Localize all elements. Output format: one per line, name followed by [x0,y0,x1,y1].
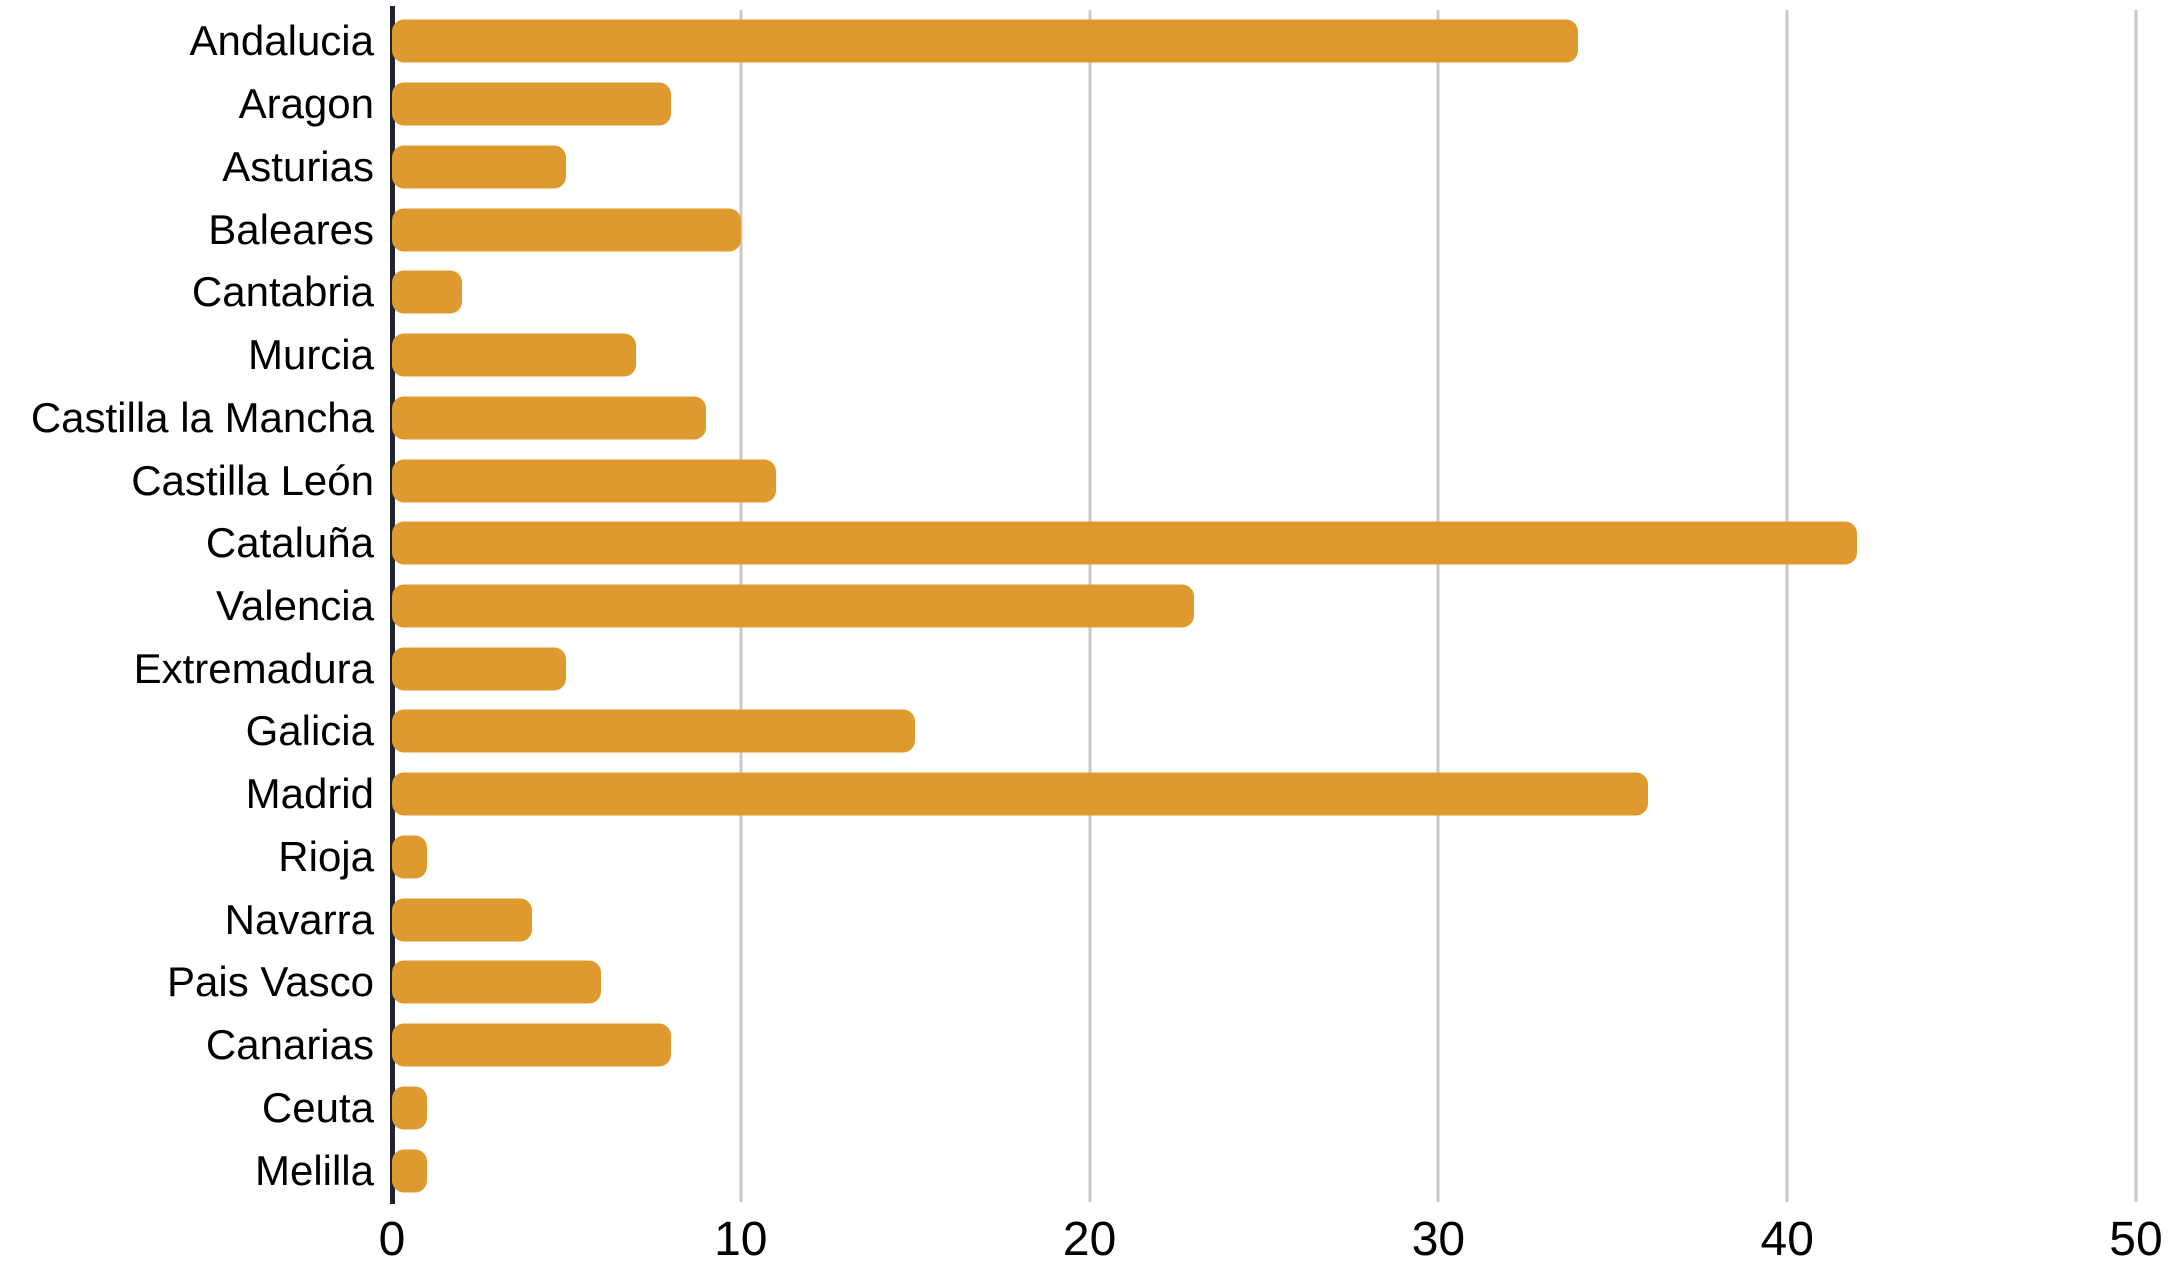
bar-row: Cantabria [192,261,2136,324]
x-tick-label-50: 50 [2109,1213,2163,1266]
bar-murcia [392,333,637,377]
x-tick-label-10: 10 [714,1213,768,1266]
bar-navarra [392,898,532,942]
bar-castilla-león [392,459,776,502]
bar-aragon [392,82,672,126]
category-label: Cantabria [191,268,374,316]
bar-cataluña [392,521,1857,565]
bar-melilla [392,1149,427,1193]
bar-row: Valencia [216,575,2136,638]
gridline-40 [1785,10,1789,1202]
bar-row: Asturias [222,135,2136,198]
category-label: Extremadura [133,644,374,692]
x-tick-label-40: 40 [1760,1213,1814,1266]
bar-row: Castilla León [131,449,2136,512]
bar-row: Galicia [246,700,2136,763]
plot-area: Andalucia Aragon Asturias Baleares Cantabria… [31,6,2138,1204]
category-label: Rioja [278,832,374,880]
category-label: Madrid [245,770,374,818]
x-tick-label-30: 30 [1411,1213,1466,1266]
bar-madrid [392,772,1648,816]
bar-row: Ceuta [262,1076,2136,1139]
bar-asturias [392,145,567,189]
gridline-50 [2134,10,2138,1202]
category-label: Cataluña [205,519,374,567]
category-label: Castilla León [131,456,374,504]
category-label: Galicia [245,707,374,755]
bar-row: Pais Vasco [167,951,2136,1014]
bar-row: Murcia [248,324,2136,387]
bar-row: Canarias [206,1014,2136,1077]
bar-andalucia [392,19,1578,63]
category-label: Melilla [254,1146,374,1194]
x-tick-label-0: 0 [378,1213,406,1266]
category-label: Andalucia [189,17,374,65]
bar-galicia [392,709,916,753]
bar-row: Andalucia [190,10,2136,73]
bar-canarias [392,1023,672,1067]
bar-rows: Andalucia Aragon Asturias Baleares Cantabria… [31,10,2136,1202]
category-label: Navarra [224,895,374,943]
bar-pais-vasco [392,960,602,1004]
category-label: Pais Vasco [167,958,374,1006]
category-label: Asturias [222,142,374,190]
category-label: Murcia [247,331,374,379]
bar-row: Extremadura [134,637,2136,700]
bar-row: Navarra [225,888,2136,951]
bar-ceuta [392,1086,427,1130]
bar-row: Melilla [255,1139,2136,1202]
category-label: Aragon [238,80,374,128]
bar-extremadura [392,647,567,691]
bar-row: Baleares [208,198,2136,261]
bar-castilla-la-mancha [392,396,706,440]
bar-valencia [392,584,1195,628]
gridline-30 [1436,10,1440,1202]
category-label: Baleares [208,205,374,253]
x-axis-tick-labels: 0 10 20 30 40 50 [379,1212,2163,1272]
category-label: Castilla la Mancha [30,393,374,441]
bar-rioja [392,835,427,879]
bar-row: Aragon [239,73,2136,136]
bar-row: Madrid [246,763,2136,826]
category-label: Canarias [205,1021,374,1069]
bar-row: Rioja [278,826,2136,889]
category-label: Ceuta [261,1083,374,1131]
bar-row: Castilla la Mancha [31,386,2136,449]
bar-baleares [392,208,741,252]
bar-cantabria [392,270,462,314]
x-tick-label-20: 20 [1062,1213,1117,1266]
category-label: Valencia [216,581,374,629]
bar-row: Cataluña [206,512,2136,575]
